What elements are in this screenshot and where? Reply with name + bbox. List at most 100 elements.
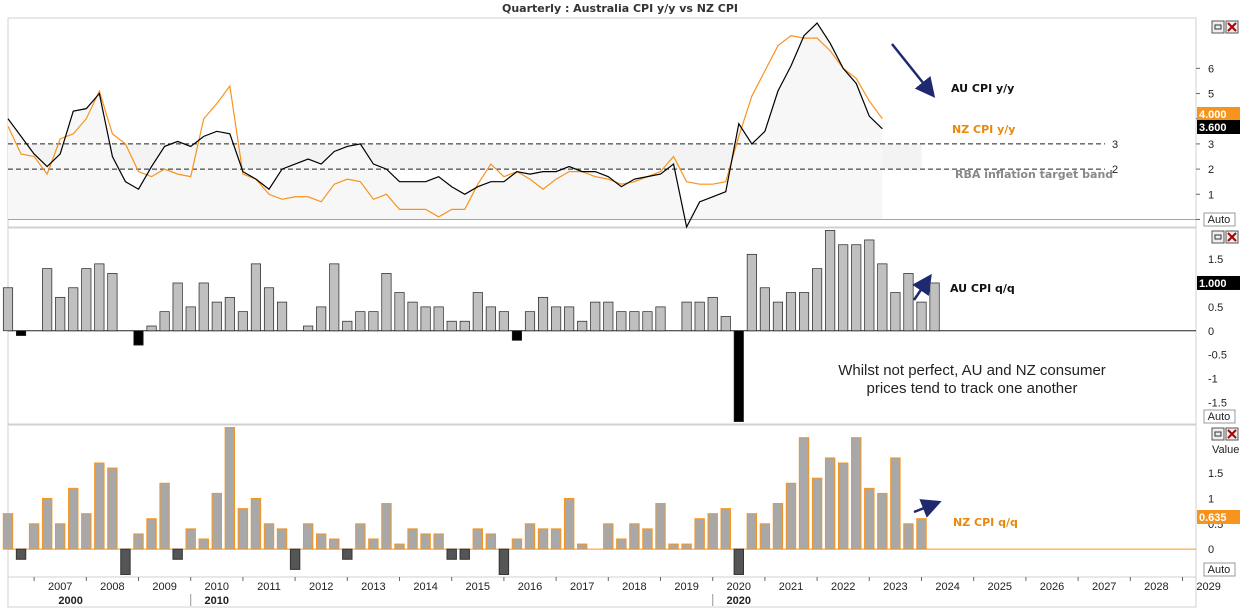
nz-qoq-bar xyxy=(172,548,183,560)
nz-qoq-bar xyxy=(550,528,562,550)
au-qoq-label: AU CPI q/q xyxy=(950,282,1015,295)
y-tick-label: -0.5 xyxy=(1208,350,1227,362)
au-qoq-bar xyxy=(485,306,496,332)
x-decade-label: 2000 xyxy=(58,595,82,607)
au-qoq-bar xyxy=(446,320,457,332)
nz-qoq-bar xyxy=(94,462,105,550)
close-icon-glyph xyxy=(1227,22,1237,32)
au-qoq-bar xyxy=(498,311,509,332)
au-qoq-bar xyxy=(407,301,418,332)
au-qoq-bar xyxy=(211,301,222,332)
au-yoy-line xyxy=(7,22,883,229)
x-tick-label: 2013 xyxy=(361,581,385,593)
nz-qoq-bar xyxy=(916,518,927,550)
nz-qoq-bar xyxy=(603,523,614,550)
nz-qoq-bar xyxy=(798,437,810,550)
au-qoq-bar xyxy=(772,301,783,332)
x-tick-label: 2026 xyxy=(1040,581,1064,593)
au-qoq-bar xyxy=(681,301,692,332)
au-qoq-bar xyxy=(812,268,823,332)
au-qoq-bar xyxy=(277,301,288,332)
nz-qoq-bar xyxy=(159,482,170,550)
ref-label-2: 2 xyxy=(1112,164,1118,176)
y-tick-label: 1.5 xyxy=(1208,468,1223,480)
au-qoq-bar xyxy=(237,311,248,332)
nz-qoq-bar xyxy=(824,457,836,550)
x-tick-label: 2017 xyxy=(570,581,594,593)
nz-qoq-bar xyxy=(120,548,131,575)
au-qoq-bar xyxy=(198,282,209,332)
au-qoq-bar xyxy=(459,320,470,332)
au-qoq-bar xyxy=(929,282,940,332)
nz-qoq-bar xyxy=(511,538,523,550)
y-tick-label: 6 xyxy=(1208,63,1214,75)
au-uptrend-arrow xyxy=(912,273,932,301)
y-tick-label: 1.5 xyxy=(1208,254,1223,266)
nz-qoq-value-badge: 0.635 xyxy=(1199,512,1227,524)
minimize-icon xyxy=(1211,20,1225,34)
x-tick-label: 2025 xyxy=(988,581,1012,593)
nz-qoq-bar xyxy=(211,492,222,550)
annotation-line-2: prices tend to track one another xyxy=(867,380,1078,397)
downtrend-arrow xyxy=(891,43,936,98)
nz-qoq-bar xyxy=(15,548,27,560)
nz-qoq-bar xyxy=(811,477,823,550)
nz-qoq-bar xyxy=(772,503,784,550)
auto-button xyxy=(1203,409,1236,424)
nz-qoq-bar xyxy=(864,487,875,550)
au-qoq-bar xyxy=(42,268,53,332)
au-qoq-bar xyxy=(511,330,522,341)
nz-qoq-bar xyxy=(733,548,744,575)
nz-qoq-bar xyxy=(707,513,718,550)
au-qoq-bar xyxy=(785,292,797,332)
au-qoq-bar xyxy=(342,320,353,332)
nz-qoq-bar xyxy=(524,523,536,550)
y-tick-label: 1 xyxy=(1208,189,1214,201)
nz-qoq-bar xyxy=(289,548,301,570)
au-qoq-bar xyxy=(250,263,261,332)
au-qoq-bar xyxy=(564,306,575,332)
au-qoq-bar xyxy=(107,273,118,332)
au-qoq-bar xyxy=(433,306,444,332)
au-qoq-bar xyxy=(94,263,105,332)
au-qoq-bar xyxy=(420,306,431,332)
au-qoq-bar xyxy=(616,311,627,332)
auto-label: Auto xyxy=(1208,214,1231,226)
x-tick-label: 2010 xyxy=(205,581,229,593)
nz-yoy-value-badge-bg xyxy=(1197,107,1240,121)
nz-qoq-value-badge-bg xyxy=(1197,509,1240,524)
nz-qoq-bar xyxy=(224,427,236,550)
au-qoq-bar xyxy=(629,311,640,332)
nz-qoq-bar xyxy=(368,538,379,550)
x-tick-label: 2012 xyxy=(309,581,333,593)
au-qoq-bar xyxy=(133,330,144,346)
x-axis: 2007 2008 2009 2010 2011 2012 2013 2014 2015 2016… xyxy=(33,577,1221,607)
au-qoq-bar xyxy=(538,296,549,332)
nz-qoq-bar xyxy=(28,523,40,550)
close-icon-glyph xyxy=(1227,232,1237,242)
nz-qoq-bar xyxy=(759,523,771,550)
x-tick-label: 2019 xyxy=(674,581,698,593)
x-tick-label: 2022 xyxy=(831,581,855,593)
au-qoq-bar xyxy=(263,287,275,332)
nz-qoq-bar xyxy=(498,548,510,575)
au-qoq-bar xyxy=(81,268,92,332)
au-qoq-bar xyxy=(355,311,366,332)
nz-qoq-bar xyxy=(642,528,653,550)
x-decade-label: 2010 xyxy=(205,595,229,607)
nz-qoq-bar xyxy=(107,467,118,550)
nz-qoq-bar xyxy=(655,503,666,550)
nz-qoq-label: NZ CPI q/q xyxy=(953,516,1018,529)
nz-qoq-bar xyxy=(263,523,275,550)
x-tick-label: 2007 xyxy=(48,581,72,593)
au-qoq-bar xyxy=(68,287,79,332)
au-qoq-value-badge: 1.000 xyxy=(1199,278,1227,290)
y-tick-label: 5 xyxy=(1208,89,1214,101)
au-qoq-bar xyxy=(877,263,888,332)
x-decade-label: 2020 xyxy=(727,595,751,607)
x-tick-label: 2024 xyxy=(935,581,959,593)
nz-qoq-bar xyxy=(485,533,497,550)
